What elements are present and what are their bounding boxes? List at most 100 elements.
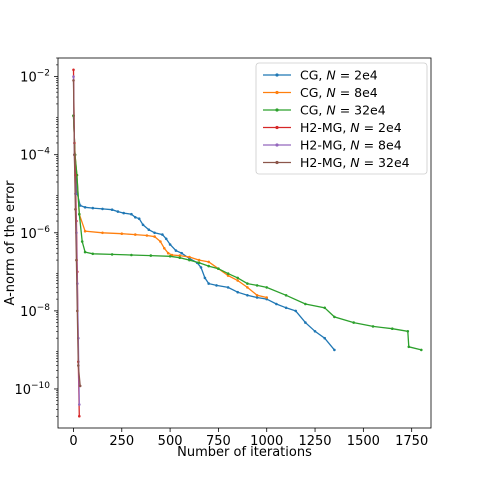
data-point xyxy=(284,294,288,297)
data-point xyxy=(352,321,356,324)
y-tick-label: 10−6 xyxy=(20,225,50,242)
data-point xyxy=(304,321,307,324)
legend: CG, N = 2e4 CG, N = 8e4 CG, N = 32e4 H2-MG,… xyxy=(255,62,428,175)
x-tick-label: 1750 xyxy=(395,434,428,449)
data-point xyxy=(407,345,411,349)
data-point xyxy=(236,290,239,294)
legend-label: CG, N = 8e4 xyxy=(300,85,378,100)
data-point xyxy=(188,258,191,262)
data-point xyxy=(226,274,230,277)
data-point xyxy=(178,256,182,260)
data-point xyxy=(72,68,75,72)
x-tick-label: 500 xyxy=(158,434,183,449)
data-point xyxy=(323,336,327,340)
data-point xyxy=(122,211,125,215)
data-point xyxy=(78,204,82,207)
data-point xyxy=(391,327,394,331)
legend-marker xyxy=(275,73,279,77)
data-point xyxy=(226,286,230,289)
data-point xyxy=(78,212,81,216)
data-point xyxy=(246,286,249,289)
data-point xyxy=(110,253,114,256)
data-point xyxy=(236,279,239,282)
data-point xyxy=(406,330,410,333)
data-point xyxy=(246,282,249,285)
data-point xyxy=(197,258,201,262)
data-point xyxy=(199,266,203,269)
data-point xyxy=(304,302,307,306)
legend-label: H2-MG, N = 2e4 xyxy=(300,120,402,135)
y-tick-label: 10−8 xyxy=(20,303,50,320)
data-point xyxy=(164,237,168,241)
series-2 xyxy=(72,114,423,352)
axis-layer: 0 250 500 750 1000 1250 1500 1750 10−10 10−8 10−6 1… xyxy=(14,57,428,449)
data-point xyxy=(91,206,95,210)
data-point xyxy=(226,272,230,275)
data-point xyxy=(78,403,81,406)
x-tick-label: 1000 xyxy=(250,434,283,449)
series-5 xyxy=(72,79,82,388)
data-point xyxy=(323,306,327,310)
data-point xyxy=(170,253,174,257)
data-point xyxy=(83,250,87,254)
x-tick-label: 750 xyxy=(206,434,231,449)
data-point xyxy=(83,206,87,209)
data-point xyxy=(83,229,87,233)
y-axis-title: A-norm of the error xyxy=(3,180,18,306)
data-point xyxy=(116,210,120,213)
data-point xyxy=(77,364,80,367)
data-point xyxy=(91,252,95,256)
series-layer xyxy=(72,68,423,418)
data-point xyxy=(333,348,336,352)
legend-marker xyxy=(275,108,279,112)
data-point xyxy=(101,231,104,235)
data-point xyxy=(371,325,375,328)
data-point xyxy=(284,306,288,310)
data-point xyxy=(265,296,269,299)
data-point xyxy=(255,294,259,297)
data-point xyxy=(207,282,210,285)
data-point xyxy=(74,208,77,211)
data-point xyxy=(120,232,124,235)
legend-label: CG, N = 32e4 xyxy=(300,103,386,118)
data-point xyxy=(203,276,207,280)
x-tick-label: 250 xyxy=(109,434,134,449)
data-point xyxy=(141,223,145,227)
y-tick-label: 10−2 xyxy=(20,69,50,86)
data-point xyxy=(420,348,423,352)
data-point xyxy=(145,234,149,237)
x-tick-label: 1500 xyxy=(347,434,380,449)
x-tick-label: 1250 xyxy=(298,434,331,449)
y-tick-label: 10−10 xyxy=(14,381,50,398)
data-point xyxy=(265,286,269,289)
data-point xyxy=(174,249,178,252)
data-point xyxy=(313,330,317,333)
data-point xyxy=(333,315,336,319)
data-point xyxy=(137,217,141,220)
data-point xyxy=(153,235,156,238)
data-point xyxy=(197,261,201,265)
data-point xyxy=(134,216,137,219)
data-point xyxy=(275,302,278,306)
series-1 xyxy=(72,114,269,299)
data-point xyxy=(188,255,191,259)
data-point xyxy=(255,284,259,287)
data-point xyxy=(101,207,104,211)
data-point xyxy=(207,264,210,268)
data-point xyxy=(246,294,249,297)
data-point xyxy=(178,254,182,257)
data-point xyxy=(180,251,183,255)
legend-marker xyxy=(275,90,279,95)
x-axis-title: Number of iterations xyxy=(177,445,312,460)
y-tick-label: 10−4 xyxy=(20,147,50,164)
legend-label: H2-MG, N = 8e4 xyxy=(300,138,402,153)
data-point xyxy=(78,414,81,418)
data-point xyxy=(161,233,164,236)
data-point xyxy=(134,233,137,236)
data-point xyxy=(72,75,75,78)
legend-marker xyxy=(275,125,279,130)
data-point xyxy=(153,231,156,235)
data-point xyxy=(168,254,172,258)
series-line xyxy=(72,115,267,299)
data-point xyxy=(207,260,210,264)
